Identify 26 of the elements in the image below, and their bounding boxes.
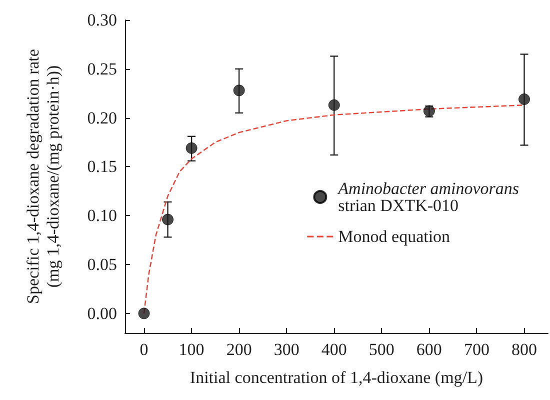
x-tick-label: 700 — [464, 340, 490, 359]
x-tick-label: 200 — [226, 340, 252, 359]
legend-label: Monod equation — [338, 227, 451, 246]
y-axis-title: Specific 1,4-dioxane degradation rate (mg 1,4-dioxane/(mg protein·h)) — [24, 49, 62, 304]
y-tick-label: 0.30 — [87, 10, 117, 30]
point — [162, 214, 174, 226]
y-tick-label: 0.05 — [87, 255, 117, 274]
y-tick-label: 0.10 — [87, 206, 117, 226]
y-tick-label: 0.25 — [87, 59, 117, 78]
x-tick-label: 0 — [140, 340, 148, 359]
x-tick-label: 400 — [321, 340, 347, 359]
y-tick-label: 0.00 — [87, 304, 117, 323]
point — [138, 308, 150, 320]
point — [328, 99, 340, 111]
y-tick-label: 0.20 — [87, 108, 117, 128]
x-tick-label: 100 — [178, 340, 204, 359]
point — [518, 93, 530, 105]
x-tick-label: 800 — [511, 340, 537, 359]
x-tick-label: 300 — [274, 340, 300, 359]
point — [233, 84, 245, 96]
point — [186, 142, 198, 154]
y-tick-label: 0.15 — [87, 157, 117, 176]
legend-label: Aminobacter aminovorans strian DXTK-010 — [337, 179, 520, 215]
x-tick-label: 500 — [368, 340, 394, 359]
x-axis-title: Initial concentration of 1,4-dioxane (mg/L) — [190, 368, 484, 387]
x-tick-label: 600 — [416, 340, 442, 359]
